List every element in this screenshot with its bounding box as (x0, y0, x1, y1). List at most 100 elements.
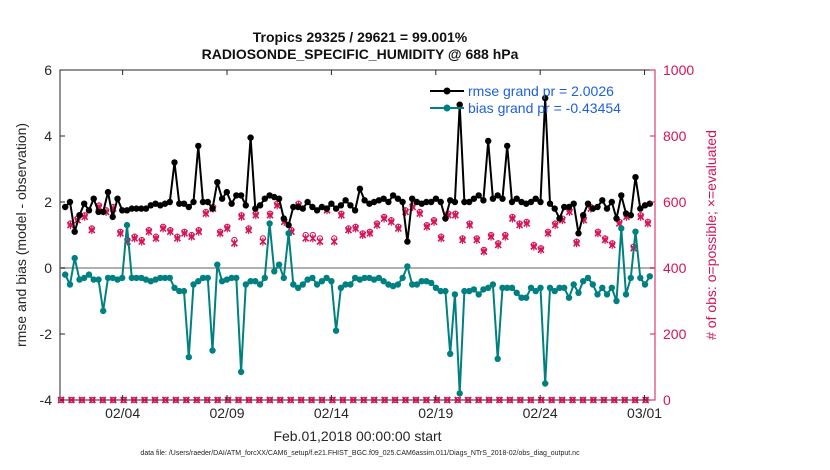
bias-point (85, 271, 93, 278)
obs-zero-evaluated-point (537, 396, 545, 404)
obs-evaluated-point (180, 229, 189, 238)
rmse-point (104, 188, 112, 196)
rmse-point (466, 198, 473, 206)
rmse-point (166, 198, 173, 206)
obs-zero-evaluated-point (360, 396, 368, 404)
obs-zero-possible-point (590, 396, 597, 404)
bias-point (242, 281, 249, 288)
obs-zero-possible-point (245, 396, 253, 404)
obs-evaluated-point (131, 234, 139, 243)
bias-point (375, 274, 383, 282)
bias-point (413, 281, 421, 288)
obs-evaluated-stroke (172, 396, 180, 404)
obs-evaluated-point (608, 240, 616, 249)
obs-evaluated-stroke (193, 396, 201, 404)
obs-evaluated-stroke (224, 396, 232, 404)
rmse-point (199, 198, 207, 206)
x-tick-label: 02/24 (523, 405, 558, 421)
obs-zero-possible-point (172, 396, 179, 404)
y-left-tick-label: 6 (44, 62, 52, 78)
bias-point (171, 284, 178, 291)
rmse-point (242, 202, 249, 209)
obs-evaluated-stroke (589, 396, 597, 404)
rmse-point (551, 205, 558, 212)
bias-point (128, 274, 135, 282)
rmse-point (504, 142, 511, 150)
bias-point (399, 274, 406, 282)
bias-legend-marker (443, 104, 451, 112)
x-tick-label: 02/14 (314, 405, 349, 421)
obs-zero-evaluated-point (475, 396, 483, 404)
y-left-axis-label: rmse and bias (model - observation) (13, 123, 29, 347)
rmse-point (542, 94, 549, 102)
rmse-point (608, 198, 615, 206)
rmse-point (228, 200, 235, 207)
rmse-point (332, 205, 340, 212)
bias-point (190, 281, 197, 288)
obs-zero-evaluated-point (234, 396, 243, 404)
bias-point (294, 284, 302, 291)
obs-zero-evaluated-point (422, 396, 430, 404)
bias-point (513, 289, 520, 296)
obs-evaluated-stroke (276, 396, 284, 404)
rmse-point (223, 188, 230, 196)
y-right-tick-label: 0 (663, 392, 671, 408)
bias-point (328, 278, 335, 285)
rmse-point (237, 192, 245, 199)
rmse-point (337, 202, 345, 209)
rmse-point (85, 207, 93, 214)
bias-point (361, 274, 368, 282)
obs-evaluated-stroke (130, 396, 138, 404)
obs-zero-possible-point (224, 396, 232, 404)
obs-zero-possible-point (298, 396, 305, 404)
obs-zero-possible-point (183, 396, 190, 404)
rmse-point (399, 198, 406, 206)
bias-point (237, 368, 245, 376)
obs-evaluated-stroke (558, 396, 566, 404)
obs-evaluated-stroke (287, 396, 295, 404)
bias-point (418, 278, 425, 285)
bias-point (613, 297, 620, 305)
obs-zero-possible-point (235, 396, 242, 404)
rmse-point (285, 221, 292, 229)
rmse-point (209, 205, 216, 212)
bias-series (61, 220, 653, 397)
bias-point (394, 281, 402, 288)
obs-zero-evaluated-point (485, 396, 493, 404)
rmse-point (185, 203, 192, 211)
bias-point (256, 281, 264, 288)
x-tick-label: 02/09 (209, 405, 244, 421)
obs-evaluated-point (573, 239, 581, 248)
rmse-legend-label: rmse grand pr = 2.0026 (468, 83, 614, 99)
obs-zero-possible-point (68, 396, 75, 404)
obs-zero-evaluated-point (495, 396, 504, 404)
rmse-point (233, 192, 240, 199)
obs-evaluated-point (188, 232, 196, 241)
obs-evaluated-point (644, 219, 652, 228)
rmse-point (437, 198, 444, 206)
obs-evaluated-stroke (454, 396, 462, 404)
obs-evaluated-point (508, 214, 516, 223)
obs-evaluated-point (216, 229, 224, 238)
bias-point (275, 261, 283, 268)
obs-zero-evaluated-point (391, 396, 399, 404)
bias-point (347, 281, 354, 288)
obs-zero-evaluated-point (67, 396, 76, 404)
bias-point (575, 289, 582, 296)
obs-zero-evaluated-point (297, 396, 305, 404)
bias-point (285, 230, 292, 237)
obs-zero-evaluated-point (255, 396, 263, 404)
obs-evaluated-stroke (370, 396, 378, 404)
obs-zero-evaluated-point (214, 396, 222, 404)
obs-evaluated-point (230, 239, 238, 248)
x-tick-label: 02/04 (105, 405, 140, 421)
obs-zero-evaluated-point (600, 396, 608, 404)
obs-zero-evaluated-point (548, 396, 556, 404)
obs-zero-possible-point (600, 396, 607, 404)
bias-point (161, 274, 169, 282)
bias-point (589, 281, 596, 288)
obs-evaluated-stroke (381, 396, 389, 404)
rmse-point (323, 205, 330, 212)
bias-point (499, 284, 506, 291)
